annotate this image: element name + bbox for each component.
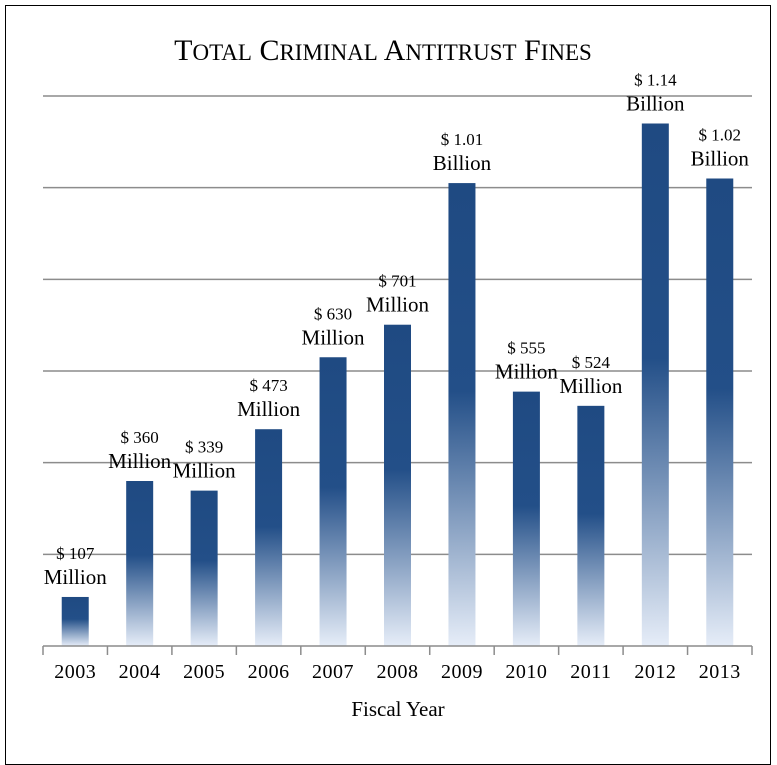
bar-2003 (61, 596, 89, 646)
x-tick-label: 2012 (634, 661, 676, 683)
bar-2006 (255, 429, 283, 646)
bar-2010 (512, 391, 540, 646)
data-label-amount: $ 1.14 (634, 71, 677, 90)
data-label-unit: Million (237, 397, 301, 421)
data-label-unit: Million (495, 360, 559, 384)
x-axis-label: Fiscal Year (351, 697, 444, 721)
bar-2012 (641, 123, 669, 646)
bar-2008 (384, 324, 411, 646)
data-label-unit: Million (302, 325, 366, 349)
x-tick-label: 2005 (183, 661, 225, 683)
x-tick-label: 2004 (119, 661, 161, 683)
data-label-unit: Million (559, 374, 623, 398)
data-label-unit: Million (366, 293, 430, 317)
x-tick-label: 2008 (377, 661, 419, 683)
data-label-unit: Billion (691, 147, 750, 171)
x-tick-labels: 2003 2004 2005 2006 2007 2008 2009 2010 2011 2012… (54, 661, 741, 683)
x-tick-label: 2009 (441, 661, 483, 683)
bar-2011 (577, 405, 605, 646)
data-label-amount: $ 555 (507, 339, 545, 358)
data-label-amount: $ 1.02 (699, 126, 742, 145)
data-label-amount: $ 701 (378, 272, 416, 291)
data-label-amount: $ 360 (121, 428, 159, 447)
bar-2005 (190, 490, 218, 646)
bar-2009 (448, 183, 476, 647)
bar-2007 (319, 357, 347, 646)
data-label-amount: $ 524 (572, 353, 611, 372)
data-label-unit: Billion (626, 92, 685, 116)
x-tick-label: 2003 (54, 661, 96, 683)
bar-2004 (126, 481, 154, 646)
data-label-unit: Billion (433, 151, 492, 175)
x-tick-label: 2010 (505, 661, 547, 683)
data-label-amount: $ 1.01 (441, 130, 484, 149)
x-tick-label: 2006 (248, 661, 290, 683)
data-labels: $ 107 Million $ 360 Million $ 339 Million $ 47… (44, 71, 750, 589)
x-tick-label: 2013 (699, 661, 741, 683)
data-label-amount: $ 630 (314, 304, 352, 323)
chart-title: TOTAL CRIMINAL ANTITRUST FINES (174, 34, 592, 67)
data-label-amount: $ 473 (249, 376, 287, 395)
bars (61, 123, 734, 647)
x-tick-label: 2011 (570, 661, 611, 683)
data-label-unit: Million (173, 459, 237, 483)
data-label-amount: $ 339 (185, 438, 223, 457)
bar-2013 (706, 178, 734, 646)
gridlines (43, 95, 752, 556)
x-axis (42, 645, 753, 655)
data-label-unit: Million (108, 449, 172, 473)
data-label-amount: $ 107 (56, 544, 95, 563)
data-label-unit: Million (44, 565, 108, 589)
x-tick-label: 2007 (312, 661, 354, 683)
